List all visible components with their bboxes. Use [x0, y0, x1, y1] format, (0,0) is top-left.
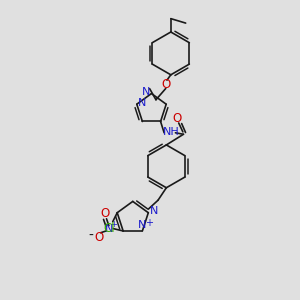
Text: O: O	[94, 231, 104, 244]
Text: N: N	[138, 220, 147, 230]
Text: O: O	[172, 112, 182, 125]
Text: N: N	[142, 87, 150, 97]
Text: Cl: Cl	[103, 222, 115, 235]
Text: +: +	[145, 218, 153, 228]
Text: O: O	[100, 207, 109, 220]
Text: O: O	[162, 78, 171, 91]
Text: +: +	[110, 220, 117, 229]
Text: -: -	[88, 229, 94, 242]
Text: NH: NH	[163, 127, 179, 136]
Text: N: N	[105, 224, 113, 234]
Text: N: N	[150, 206, 158, 216]
Text: N: N	[138, 98, 146, 108]
